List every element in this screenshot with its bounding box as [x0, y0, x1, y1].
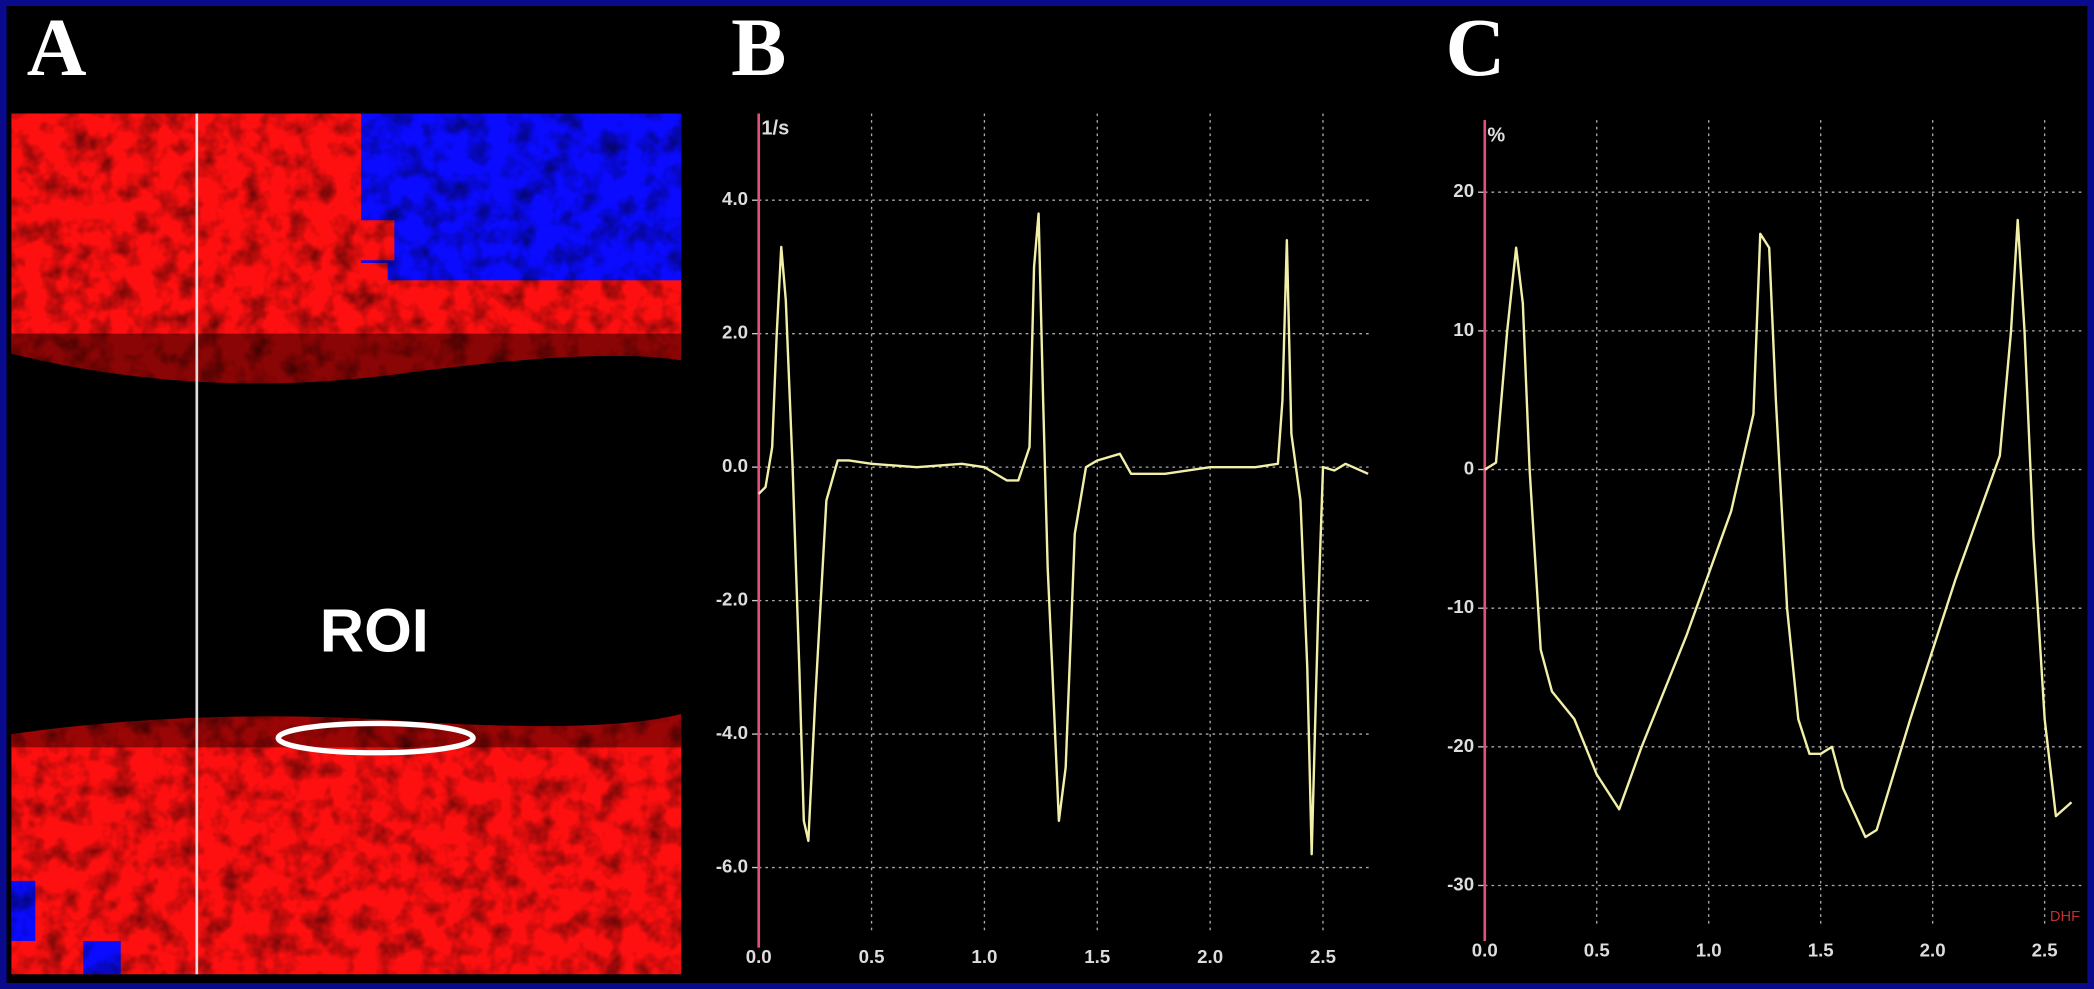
- y-tick-label: -4.0: [716, 722, 748, 743]
- x-tick-label: 2.0: [1920, 940, 1946, 961]
- ultrasound-image: [11, 113, 682, 975]
- roi-ellipse: [275, 720, 476, 756]
- x-tick-label: 1.0: [1696, 940, 1722, 961]
- y-unit: 1/s: [761, 118, 789, 140]
- x-tick-label: 0.5: [859, 946, 885, 967]
- x-tick-label: 1.5: [1084, 946, 1110, 967]
- y-tick-label: -30: [1447, 873, 1474, 894]
- panel-label: B: [731, 1, 786, 93]
- y-tick-label: -10: [1447, 596, 1474, 617]
- x-tick-label: 2.5: [1310, 946, 1336, 967]
- x-tick-label: 2.0: [1197, 946, 1223, 967]
- roi-label: ROI: [320, 597, 429, 666]
- y-tick-label: 2.0: [722, 322, 748, 343]
- x-tick-label: 1.0: [971, 946, 997, 967]
- y-tick-label: 0.0: [722, 455, 748, 476]
- panel-label: C: [1446, 1, 1506, 93]
- x-tick-label: 0.0: [1472, 940, 1498, 961]
- x-tick-label: 0.0: [746, 946, 772, 967]
- y-tick-label: 10: [1453, 319, 1474, 340]
- y-tick-label: 4.0: [722, 188, 748, 209]
- y-tick-label: -20: [1447, 735, 1474, 756]
- x-tick-label: 2.5: [2032, 940, 2058, 961]
- corner-label: DHF: [2050, 909, 2080, 925]
- y-tick-label: 20: [1453, 180, 1474, 201]
- y-tick-label: 0: [1464, 457, 1474, 478]
- x-tick-label: 1.5: [1808, 940, 1834, 961]
- panel-label: A: [27, 1, 87, 93]
- y-tick-label: -6.0: [716, 855, 748, 876]
- charts: B 4.0 2.0 0.0 -2.0 -4.0 -6.0 0.0 0.5 1.0 1.5 2.0 2.5…: [716, 1, 2083, 967]
- data-line: [757, 212, 1369, 856]
- y-tick-label: -2.0: [716, 589, 748, 610]
- data-line: [1484, 218, 2073, 839]
- y-unit: %: [1487, 124, 1505, 146]
- x-tick-label: 0.5: [1584, 940, 1610, 961]
